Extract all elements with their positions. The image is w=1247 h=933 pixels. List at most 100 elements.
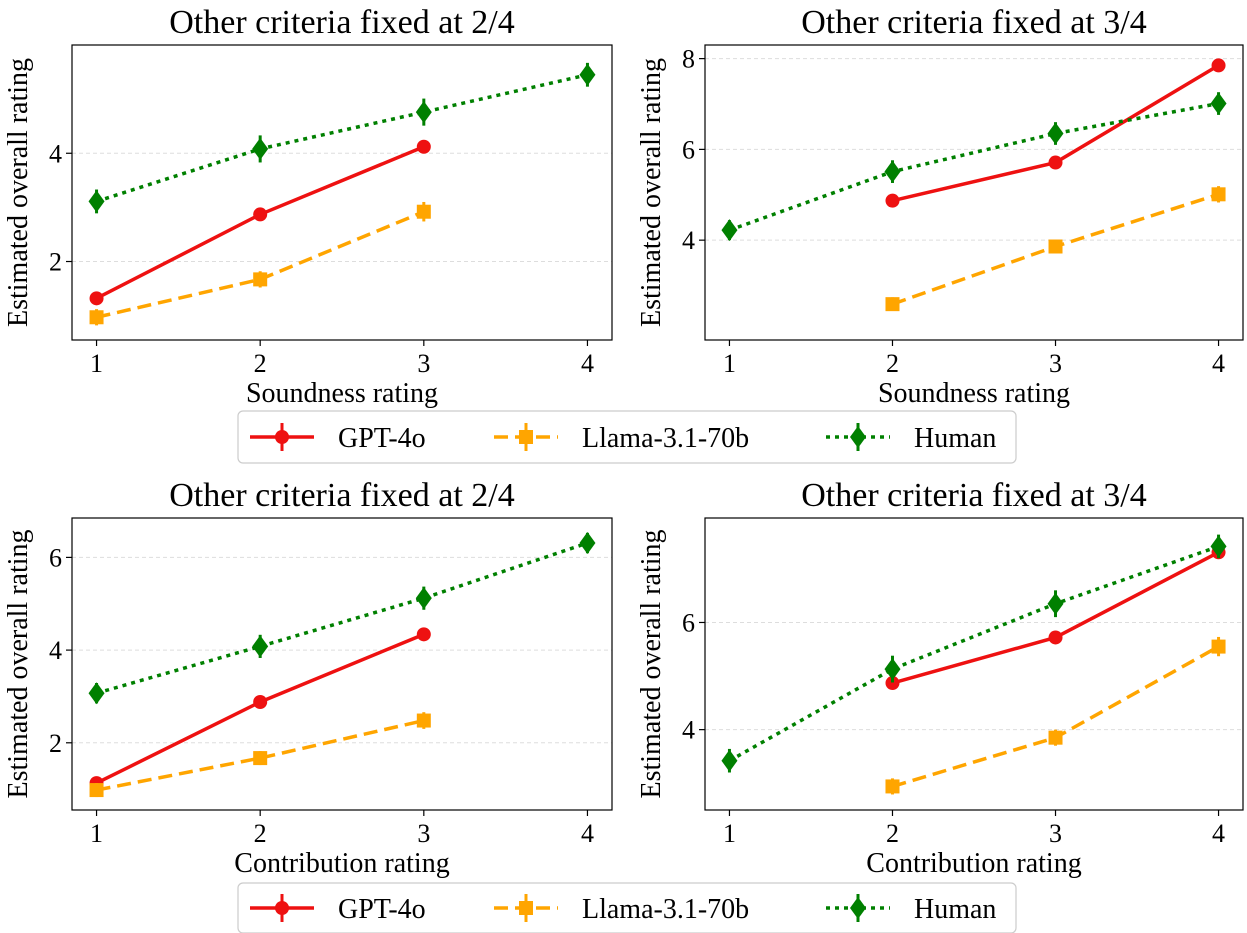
y-tick-label: 2 xyxy=(49,248,62,277)
legend-1: GPT-4o Llama-3.1-70b Human xyxy=(237,410,1017,464)
legend-box xyxy=(237,410,1017,464)
x-tick-label: 4 xyxy=(581,819,594,848)
legend-marker xyxy=(275,430,289,444)
y-tick-label: 4 xyxy=(682,226,695,255)
chart-title: Other criteria fixed at 2/4 xyxy=(169,477,515,514)
series-llama-3-1-70b xyxy=(885,186,1226,312)
legend-label: Human xyxy=(914,423,996,454)
series-line xyxy=(96,718,425,792)
data-point xyxy=(1211,187,1226,202)
legend-2: GPT-4o Llama-3.1-70b Human xyxy=(237,882,1017,933)
series-line xyxy=(728,101,1219,232)
chart-title: Other criteria fixed at 3/4 xyxy=(801,477,1147,514)
x-tick-label: 1 xyxy=(90,349,103,378)
y-tick-label: 4 xyxy=(682,716,695,745)
data-point xyxy=(1210,535,1227,558)
legend-entry: Human xyxy=(826,894,996,925)
series-human xyxy=(721,92,1227,242)
x-tick-label: 2 xyxy=(886,819,899,848)
legend-entry: Llama-3.1-70b xyxy=(494,894,749,925)
y-axis-label: Estimated overall rating xyxy=(636,58,667,327)
data-point xyxy=(415,587,432,610)
data-point xyxy=(884,160,901,183)
data-point xyxy=(88,682,105,705)
data-point xyxy=(1211,639,1226,654)
data-point xyxy=(89,310,104,325)
data-point xyxy=(885,779,900,794)
axes-frame xyxy=(71,44,613,341)
series-human xyxy=(88,62,596,214)
legend-label: GPT-4o xyxy=(338,423,426,454)
series-line xyxy=(96,73,588,204)
data-point xyxy=(88,190,105,213)
x-axis-label: Soundness rating xyxy=(246,378,438,409)
data-point xyxy=(415,101,432,124)
x-tick-label: 4 xyxy=(1212,819,1225,848)
series-line xyxy=(892,550,1220,685)
legend-entry: GPT-4o xyxy=(250,894,426,925)
data-point xyxy=(885,193,900,208)
x-tick-label: 1 xyxy=(723,819,736,848)
data-point xyxy=(1047,122,1064,145)
series-human xyxy=(88,532,596,705)
legend-label: GPT-4o xyxy=(338,894,426,925)
chart-title: Other criteria fixed at 2/4 xyxy=(169,4,515,41)
series-llama-3-1-70b xyxy=(89,201,431,326)
chart-panel-1: 1 2 3 4 2 4 Other criteria fixed at 2/4 Soundne… xyxy=(3,4,613,409)
data-point xyxy=(884,658,901,681)
x-axis-label: Soundness rating xyxy=(878,378,1070,409)
legend-label: Llama-3.1-70b xyxy=(582,423,749,454)
data-point xyxy=(1048,239,1063,254)
data-point xyxy=(721,749,738,772)
series-line xyxy=(96,210,425,319)
data-point xyxy=(1048,155,1063,170)
data-point xyxy=(1211,58,1226,73)
data-point xyxy=(416,204,431,219)
legend-label: Llama-3.1-70b xyxy=(582,894,749,925)
data-point xyxy=(579,532,596,555)
y-tick-label: 6 xyxy=(49,543,62,572)
x-axis-label: Contribution rating xyxy=(866,848,1081,879)
series-line xyxy=(96,541,589,695)
series-llama-3-1-70b xyxy=(885,636,1226,795)
x-tick-label: 2 xyxy=(254,819,267,848)
y-axis-label: Estimated overall rating xyxy=(3,58,34,327)
data-point xyxy=(1047,592,1064,615)
data-point xyxy=(721,219,738,242)
y-tick-label: 8 xyxy=(682,45,695,74)
y-tick-label: 6 xyxy=(682,135,695,164)
data-point xyxy=(579,63,596,86)
y-tick-label: 2 xyxy=(49,729,62,758)
data-point xyxy=(885,676,900,691)
legend-marker xyxy=(519,901,533,915)
x-axis-label: Contribution rating xyxy=(234,848,449,879)
legend-entry: Llama-3.1-70b xyxy=(494,423,749,454)
y-axis-label: Estimated overall rating xyxy=(636,529,667,798)
x-tick-label: 3 xyxy=(417,349,430,378)
series-human xyxy=(721,534,1227,773)
chart-panel-2: 1 2 3 4 4 6 8 Other criteria fixed at 3/4 Soundn… xyxy=(636,4,1244,409)
data-point xyxy=(253,751,268,766)
axes-frame xyxy=(71,517,613,811)
legend-box xyxy=(237,882,1017,933)
legend-marker xyxy=(519,430,533,444)
data-point xyxy=(89,291,104,306)
data-point xyxy=(416,713,431,728)
data-point xyxy=(253,272,268,287)
data-point xyxy=(252,137,269,160)
y-tick-label: 6 xyxy=(682,608,695,637)
data-point xyxy=(253,695,268,710)
chart-panel-3: 1 2 3 4 2 4 6 Other criteria fixed at 2/4 Contri… xyxy=(3,477,613,879)
data-point xyxy=(1048,730,1063,745)
x-tick-label: 3 xyxy=(417,819,430,848)
legend-entry: Human xyxy=(826,423,996,454)
x-tick-label: 2 xyxy=(886,349,899,378)
data-point xyxy=(416,139,431,154)
data-point xyxy=(1048,630,1063,645)
legend-entry: GPT-4o xyxy=(250,423,426,454)
legend-marker xyxy=(850,897,866,919)
series-gpt-4o xyxy=(885,545,1226,691)
chart-panel-4: 1 2 3 4 4 6 Other criteria fixed at 3/4 Contrib… xyxy=(636,477,1244,879)
data-point xyxy=(416,627,431,642)
